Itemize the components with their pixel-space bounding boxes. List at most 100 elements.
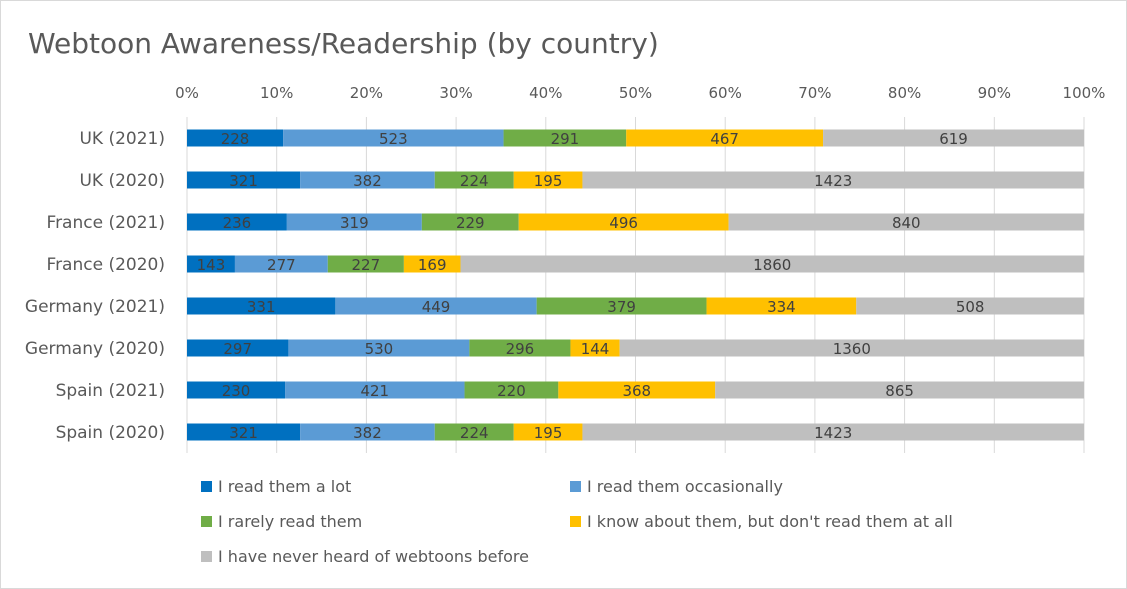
x-tick-label: 60% (709, 84, 742, 102)
x-tick-label: 70% (798, 84, 831, 102)
category-label: Spain (2020) (56, 423, 165, 443)
legend-label: I read them occasionally (587, 477, 783, 496)
data-label: 321 (229, 424, 258, 442)
legend-label: I have never heard of webtoons before (218, 547, 529, 566)
bar-segment (187, 297, 336, 315)
data-label: 382 (353, 424, 382, 442)
bar-segment (434, 423, 514, 441)
bar-segment (460, 255, 1084, 273)
data-label: 297 (223, 340, 252, 358)
legend: I read them a lot I read them occasionall… (201, 477, 953, 566)
legend-label: I know about them, but don't read them a… (587, 512, 953, 531)
data-label: 530 (365, 340, 394, 358)
data-label: 195 (534, 424, 563, 442)
bar-segment (503, 129, 627, 147)
x-tick-label: 80% (888, 84, 921, 102)
data-label: 334 (767, 298, 796, 316)
data-label: 291 (551, 130, 580, 148)
legend-item: I read them occasionally (570, 477, 783, 496)
x-tick-label: 20% (350, 84, 383, 102)
x-tick-label: 100% (1063, 84, 1106, 102)
data-label: 224 (460, 172, 489, 190)
data-label: 195 (534, 172, 563, 190)
bar-segment (187, 213, 287, 231)
category-label: France (2021) (47, 213, 165, 233)
x-tick-label: 0% (175, 84, 199, 102)
category-label: UK (2021) (79, 129, 165, 149)
legend-item: I rarely read them (201, 512, 362, 531)
bar-segment (570, 339, 620, 357)
legend-item: I have never heard of webtoons before (201, 547, 529, 566)
bar-segment (469, 339, 571, 357)
bar-segment (300, 171, 435, 189)
data-label: 382 (353, 172, 382, 190)
data-label: 224 (460, 424, 489, 442)
data-label: 227 (352, 256, 381, 274)
category-label: UK (2020) (79, 171, 165, 191)
data-label: 228 (221, 130, 250, 148)
bar-segment (234, 255, 328, 273)
data-label: 1360 (833, 340, 871, 358)
data-label: 143 (197, 256, 226, 274)
category-label: France (2020) (47, 255, 165, 275)
x-axis-ticks: 0% 10% 20% 30% 40% 50% 60% 70% 80% 90% 100% (175, 84, 1105, 102)
bar-segment (187, 381, 286, 399)
bar-segment (715, 381, 1084, 399)
data-label: 496 (609, 214, 638, 232)
legend-swatch (201, 516, 212, 527)
data-label: 321 (229, 172, 258, 190)
data-label: 1423 (814, 172, 852, 190)
data-label: 449 (422, 298, 451, 316)
bar-segment (558, 381, 716, 399)
x-tick-label: 40% (529, 84, 562, 102)
x-tick-label: 10% (260, 84, 293, 102)
bar-segment (187, 423, 301, 441)
legend-swatch (201, 481, 212, 492)
category-label: Germany (2021) (25, 297, 165, 317)
data-label: 379 (607, 298, 636, 316)
legend-swatch (570, 516, 581, 527)
data-label: 236 (223, 214, 252, 232)
category-label: Germany (2020) (25, 339, 165, 359)
bar-segment (626, 129, 824, 147)
legend-swatch (201, 551, 212, 562)
bar-segment (335, 297, 537, 315)
bar-segment (464, 381, 559, 399)
x-tick-label: 90% (978, 84, 1011, 102)
data-label: 277 (267, 256, 296, 274)
bar-segment (286, 213, 422, 231)
data-label: 523 (379, 130, 408, 148)
x-tick-label: 50% (619, 84, 652, 102)
bar-segment (187, 255, 235, 273)
data-label: 229 (456, 214, 485, 232)
data-label: 230 (222, 382, 251, 400)
bar-segment (728, 213, 1084, 231)
legend-item: I read them a lot (201, 477, 351, 496)
data-label: 421 (360, 382, 389, 400)
legend-label: I read them a lot (218, 477, 351, 496)
bars: 228 523 291 467 619 321 382 224 195 1423 236 319 229… (187, 129, 1084, 442)
bar-segment (619, 339, 1084, 357)
bar-segment (706, 297, 857, 315)
data-label: 331 (247, 298, 276, 316)
data-label: 296 (506, 340, 535, 358)
data-label: 1860 (753, 256, 791, 274)
data-label: 467 (710, 130, 739, 148)
data-label: 619 (939, 130, 968, 148)
legend-item: I know about them, but don't read them a… (570, 512, 953, 531)
bar-segment (288, 339, 470, 357)
bar-segment (518, 213, 729, 231)
bar-segment (285, 381, 465, 399)
bar-segment (421, 213, 519, 231)
bar-segment (513, 171, 583, 189)
data-label: 1423 (814, 424, 852, 442)
category-label: Spain (2021) (56, 381, 165, 401)
category-labels: UK (2021) UK (2020) France (2021) France (2… (25, 129, 165, 443)
bar-segment (187, 171, 301, 189)
data-label: 840 (892, 214, 921, 232)
bar-segment (187, 339, 289, 357)
bar-segment (582, 171, 1084, 189)
bar-segment (434, 171, 514, 189)
data-label: 220 (497, 382, 526, 400)
